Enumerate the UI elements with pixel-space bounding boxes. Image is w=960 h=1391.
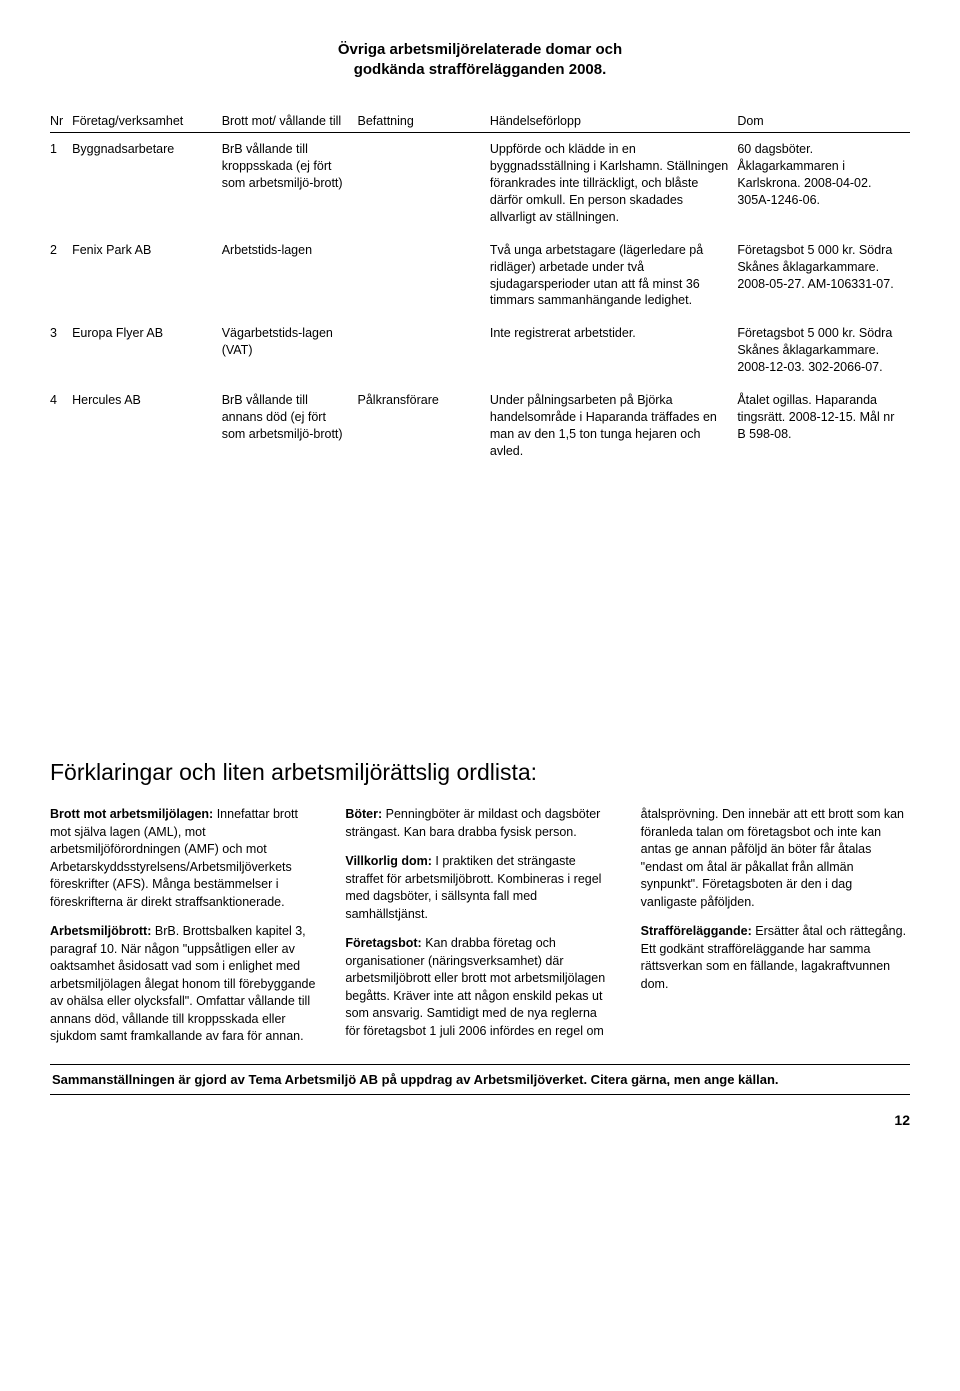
cell-corp: Hercules AB (72, 384, 222, 468)
th-pos: Befattning (358, 109, 490, 133)
glossary-entry: Strafföreläggande: Ersätter åtal och rät… (641, 923, 910, 993)
glossary-text: BrB. Brottsbalken kapitel 3, paragraf 10… (50, 924, 315, 1043)
cell-pos (358, 234, 490, 318)
cell-dom: 60 dagsböter. Åklagarkammaren i Karlskro… (737, 133, 910, 234)
th-law: Brott mot/ vållande till (222, 109, 358, 133)
cell-corp: Europa Flyer AB (72, 317, 222, 384)
cell-evt: Under pålningsarbeten på Björka handelso… (490, 384, 737, 468)
cell-law: Arbetstids-lagen (222, 234, 358, 318)
cell-pos (358, 317, 490, 384)
cell-nr: 3 (50, 317, 72, 384)
cell-dom: Företagsbot 5 000 kr. Södra Skånes åklag… (737, 317, 910, 384)
cell-pos: Pålkransförare (358, 384, 490, 468)
cell-dom: Företagsbot 5 000 kr. Södra Skånes åklag… (737, 234, 910, 318)
cell-corp: Byggnadsarbetare (72, 133, 222, 234)
glossary-text: Penningböter är mildast och dagsböter st… (345, 807, 600, 839)
th-dom: Dom (737, 109, 910, 133)
cell-nr: 4 (50, 384, 72, 468)
glossary-entry: Villkorlig dom: I praktiken det strängas… (345, 853, 614, 923)
table-row: 4Hercules ABBrB vållande till annans död… (50, 384, 910, 468)
footer-attribution: Sammanställningen är gjord av Tema Arbet… (50, 1064, 910, 1096)
title-line2: godkända strafförelägganden 2008. (354, 61, 607, 78)
cell-evt: Två unga arbetstagare (lägerledare på ri… (490, 234, 737, 318)
glossary-term: Brott mot arbetsmiljölagen: (50, 807, 213, 821)
table-row: 2Fenix Park ABArbetstids-lagen Två unga a… (50, 234, 910, 318)
table-header-row: Nr Företag/verksamhet Brott mot/ vålland… (50, 109, 910, 133)
th-corp: Företag/verksamhet (72, 109, 222, 133)
table-row: 3Europa Flyer ABVägarbetstids-lagen (VAT… (50, 317, 910, 384)
cell-law: BrB vållande till kroppsskada (ej fört s… (222, 133, 358, 234)
table-row: 1ByggnadsarbetareBrB vållande till kropp… (50, 133, 910, 234)
glossary-entry: Arbetsmiljöbrott: BrB. Brottsbalken kapi… (50, 923, 319, 1046)
cell-nr: 1 (50, 133, 72, 234)
th-evt: Händelseförlopp (490, 109, 737, 133)
cell-corp: Fenix Park AB (72, 234, 222, 318)
glossary-term: Företagsbot: (345, 936, 421, 950)
cell-law: BrB vållande till annans död (ej fört so… (222, 384, 358, 468)
cases-table: Nr Företag/verksamhet Brott mot/ vålland… (50, 109, 910, 468)
cell-dom: Åtalet ogillas. Haparanda tingsrätt. 200… (737, 384, 910, 468)
glossary-term: Villkorlig dom: (345, 854, 432, 868)
glossary-entry: Böter: Penningböter är mildast och dagsb… (345, 806, 614, 841)
glossary-entry: Brott mot arbetsmiljölagen: Innefattar b… (50, 806, 319, 911)
th-nr: Nr (50, 109, 72, 133)
glossary-title: Förklaringar och liten arbetsmiljörättsl… (50, 757, 910, 788)
glossary-text: Innefattar brott mot själva lagen (AML),… (50, 807, 298, 909)
document-title: Övriga arbetsmiljörelaterade domar och g… (50, 40, 910, 81)
cell-pos (358, 133, 490, 234)
cell-law: Vägarbetstids-lagen (VAT) (222, 317, 358, 384)
glossary-term: Arbetsmiljöbrott: (50, 924, 151, 938)
title-line1: Övriga arbetsmiljörelaterade domar och (338, 41, 622, 58)
page-number: 12 (50, 1111, 910, 1130)
cell-evt: Uppförde och klädde in en byggnadsställn… (490, 133, 737, 234)
cell-evt: Inte registrerat arbetstider. (490, 317, 737, 384)
cell-nr: 2 (50, 234, 72, 318)
glossary-columns: Brott mot arbetsmiljölagen: Innefattar b… (50, 806, 910, 1046)
glossary-term: Böter: (345, 807, 382, 821)
glossary-term: Strafföreläggande: (641, 924, 752, 938)
